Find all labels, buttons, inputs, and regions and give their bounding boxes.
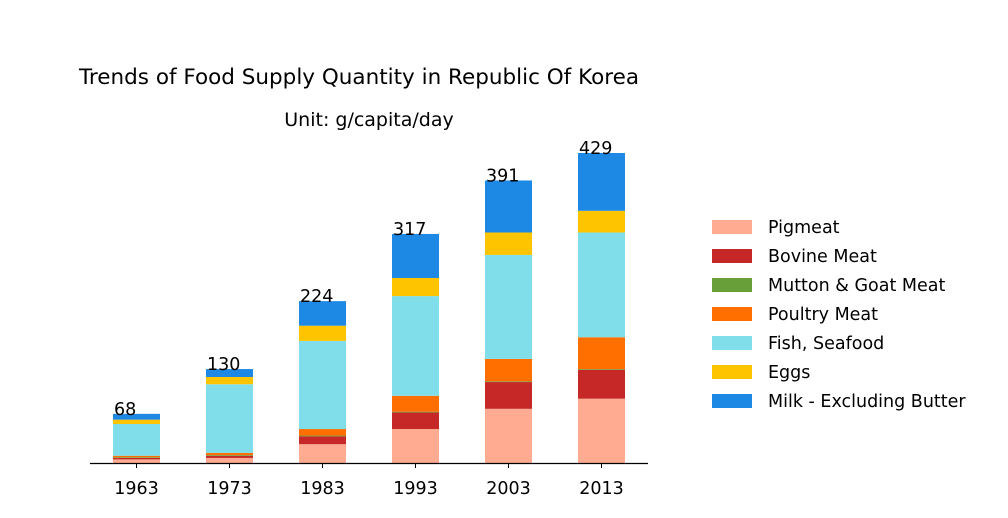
legend-swatch-3	[712, 307, 752, 321]
bar-segment-2-2013	[578, 369, 625, 370]
chart-title: Trends of Food Supply Quantity in Republ…	[78, 65, 639, 90]
x-tick-label-2013: 2013	[579, 479, 624, 499]
bar-segment-5-1963	[113, 419, 160, 424]
legend-swatch-0	[712, 220, 752, 234]
bar-segment-4-1983	[299, 340, 346, 430]
legend-swatch-1	[712, 249, 752, 263]
bar-segment-0-1993	[392, 429, 439, 463]
x-tick-label-2003: 2003	[486, 479, 531, 499]
x-tick-label-1983: 1983	[300, 479, 345, 499]
bar-segment-2-2003	[485, 381, 532, 383]
bar-segment-2-1973	[206, 455, 253, 456]
bar-segment-1-1983	[299, 436, 346, 445]
bar-segment-6-1973	[206, 369, 253, 378]
bar-segment-1-1963	[113, 457, 160, 460]
bar-segment-6-2003	[485, 180, 532, 233]
total-label-1983: 224	[300, 287, 333, 307]
bar-segment-3-1963	[113, 455, 160, 458]
bar-segment-0-2003	[485, 408, 532, 463]
bar-segment-3-1973	[206, 452, 253, 456]
total-label-2013: 429	[579, 139, 612, 159]
bar-segment-0-1983	[299, 444, 346, 463]
chart-subtitle: Unit: g/capita/day	[284, 109, 453, 131]
legend: Pigmeat Bovine Meat Mutton & Goat Meat Poul…	[712, 218, 966, 412]
bar-segment-2-1993	[392, 411, 439, 413]
bar-segment-1-2013	[578, 369, 625, 399]
bar-segment-1-2003	[485, 382, 532, 409]
bar-segment-4-1973	[206, 384, 253, 453]
legend-label-4: Fish, Seafood	[768, 334, 884, 354]
total-label-2003: 391	[486, 166, 519, 186]
bar-segment-0-1963	[113, 459, 160, 463]
total-label-1993: 317	[393, 220, 426, 240]
bar-segment-6-2013	[578, 153, 625, 211]
bar-segment-5-1993	[392, 278, 439, 297]
legend-label-0: Pigmeat	[768, 218, 840, 238]
bar-segment-1-1973	[206, 455, 253, 458]
bars-layer	[113, 153, 625, 463]
bar-segment-5-2013	[578, 210, 625, 233]
bar-segment-5-1973	[206, 377, 253, 385]
bar-segment-2-1963	[113, 457, 160, 458]
bar-segment-4-1993	[392, 296, 439, 396]
bar-segment-6-1963	[113, 413, 160, 420]
bar-segment-3-2013	[578, 337, 625, 370]
bar-segment-0-1973	[206, 457, 253, 463]
bar-segment-3-2003	[485, 358, 532, 382]
bar-segment-4-2003	[485, 254, 532, 359]
bar-segment-0-2013	[578, 398, 625, 463]
total-label-1973: 130	[207, 355, 240, 375]
bar-segment-3-1993	[392, 395, 439, 412]
legend-label-3: Poultry Meat	[768, 305, 878, 325]
bar-segment-5-2003	[485, 232, 532, 255]
legend-swatch-4	[712, 336, 752, 350]
bar-segment-4-1963	[113, 423, 160, 456]
total-label-1963: 68	[114, 400, 136, 420]
bar-segment-6-1993	[392, 233, 439, 279]
bar-segment-3-1983	[299, 429, 346, 436]
legend-swatch-2	[712, 278, 752, 292]
bar-segment-2-1983	[299, 435, 346, 437]
legend-swatch-6	[712, 394, 752, 408]
legend-label-5: Eggs	[768, 363, 810, 383]
bar-segment-1-1993	[392, 412, 439, 430]
x-tick-label-1973: 1973	[207, 479, 252, 499]
total-labels: 68 130 224 317 391 429	[114, 139, 612, 420]
bar-segment-6-1983	[299, 301, 346, 326]
legend-label-1: Bovine Meat	[768, 247, 877, 267]
bar-segment-4-2013	[578, 232, 625, 338]
bar-segment-5-1983	[299, 325, 346, 341]
x-axis-ticks: 1963 1973 1983 1993 2003 2013	[114, 463, 624, 499]
legend-label-6: Milk - Excluding Butter	[768, 392, 966, 412]
x-tick-label-1993: 1993	[393, 479, 438, 499]
x-tick-label-1963: 1963	[114, 479, 159, 499]
legend-label-2: Mutton & Goat Meat	[768, 276, 945, 296]
legend-swatch-5	[712, 365, 752, 379]
